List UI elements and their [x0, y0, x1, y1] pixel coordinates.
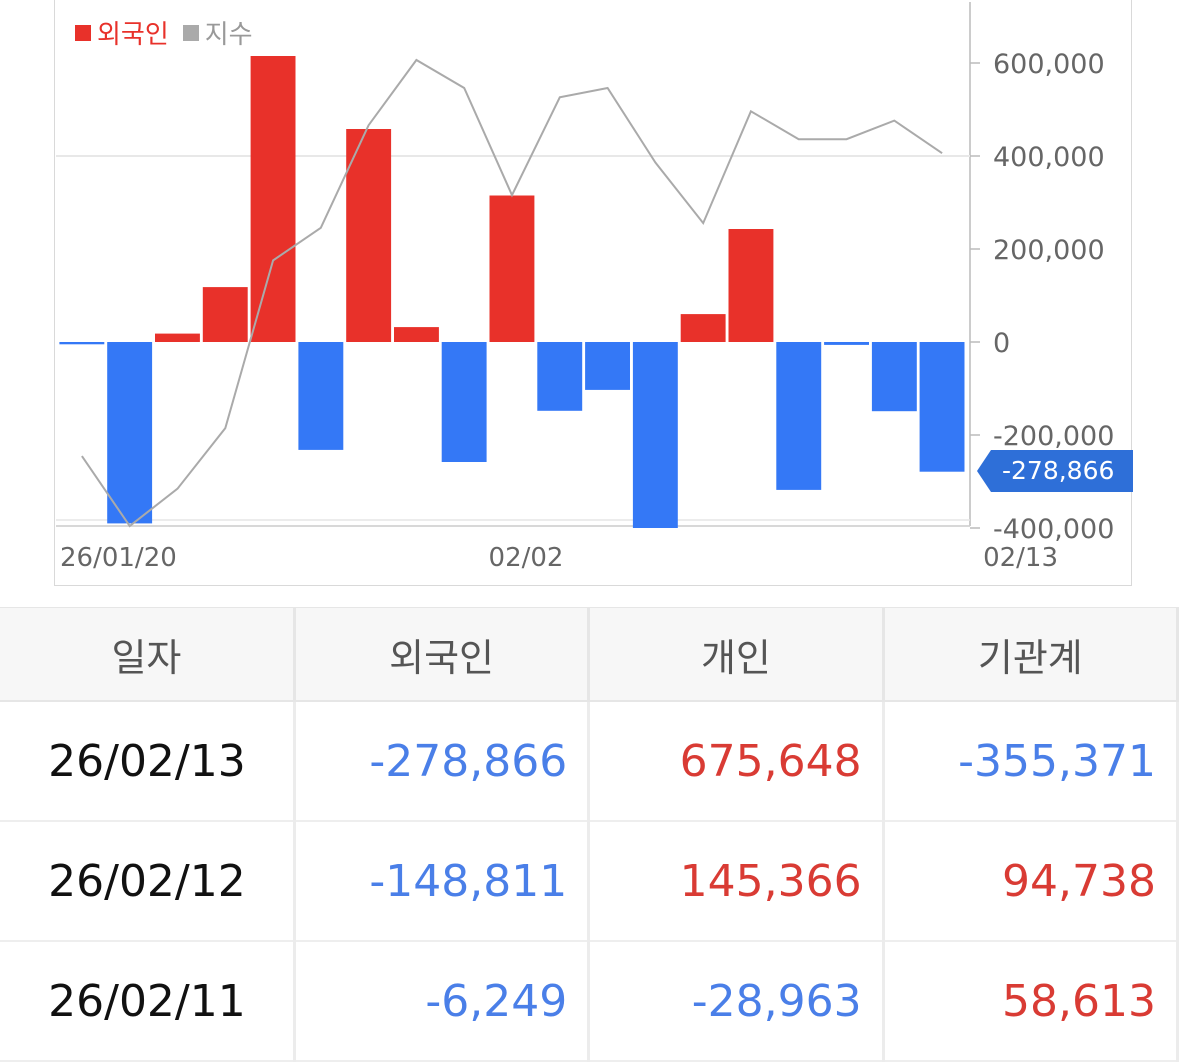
x-tick-label: 02/02 [489, 543, 564, 573]
y-tick-label: -200,000 [993, 421, 1114, 452]
table-row[interactable]: 26/02/11 -6,249 -28,963 58,613 [0, 941, 1179, 1062]
foreign-bar [489, 195, 535, 342]
x-tick-label: 02/13 [983, 543, 1058, 573]
y-tick-label: 0 [993, 328, 1010, 359]
cell-date: 26/02/11 [0, 941, 296, 1062]
cell-individual: -28,963 [588, 941, 885, 1062]
cell-institution: -355,371 [883, 701, 1179, 822]
table-row[interactable]: 26/02/13 -278,866 675,648 -355,371 [0, 701, 1179, 822]
header-date[interactable]: 일자 [0, 607, 296, 702]
foreign-bar [107, 342, 153, 524]
foreign-bar [298, 342, 344, 450]
cell-foreign: -278,866 [294, 701, 591, 822]
cell-individual: 145,366 [588, 821, 885, 942]
investor-flow-table: 일자 외국인 개인 기관계 26/02/13 -278,866 675,648 … [0, 607, 1179, 1062]
header-individual[interactable]: 개인 [588, 607, 885, 702]
foreign-bar [919, 342, 965, 472]
last-value-badge [977, 450, 1133, 492]
foreign-bar [250, 56, 296, 342]
x-tick-label: 26/01/20 [60, 543, 177, 573]
index-line [81, 58, 943, 528]
legend-item-index[interactable]: 지수 [182, 14, 253, 51]
foreign-bar [871, 342, 917, 412]
foreign-bar [155, 333, 200, 342]
foreign-bar [202, 287, 248, 342]
foreign-bar [680, 314, 726, 342]
foreign-bar [537, 342, 583, 411]
foreign-bar [728, 229, 774, 342]
legend-swatch-foreign [75, 24, 91, 41]
legend-item-foreign[interactable]: 외국인 [75, 14, 169, 51]
legend-label-index: 지수 [204, 20, 253, 50]
foreign-bar [776, 342, 822, 490]
foreign-bar [346, 129, 392, 342]
legend-label-foreign: 외국인 [97, 20, 169, 50]
legend-swatch-index [182, 24, 199, 41]
foreign-bar [441, 342, 487, 462]
cell-institution: 94,738 [883, 821, 1179, 942]
cell-date: 26/02/12 [0, 821, 296, 942]
table-row[interactable]: 26/02/12 -148,811 145,366 94,738 [0, 821, 1179, 942]
cell-institution: 58,613 [883, 941, 1179, 1062]
chart-legend: 외국인 지수 [75, 14, 267, 51]
header-foreign[interactable]: 외국인 [294, 607, 591, 702]
foreign-bar [394, 327, 439, 342]
table-header-row: 일자 외국인 개인 기관계 [0, 607, 1179, 702]
y-tick-label: 400,000 [993, 142, 1105, 173]
foreign-bar [824, 342, 869, 345]
cell-foreign: -148,811 [294, 821, 591, 942]
cell-date: 26/02/13 [0, 701, 296, 822]
header-institution[interactable]: 기관계 [883, 607, 1179, 702]
foreign-bar [632, 342, 678, 528]
investor-flow-chart: 600,000 400,000 200,000 0 -200,000 -400,000 26… [56, 2, 1114, 573]
y-tick-label: 600,000 [993, 49, 1105, 80]
cell-individual: 675,648 [588, 701, 885, 822]
cell-foreign: -6,249 [294, 941, 591, 1062]
foreign-bar [585, 342, 630, 390]
y-tick-label: 200,000 [993, 235, 1105, 266]
foreign-bar [59, 342, 105, 345]
y-tick-label: -400,000 [993, 514, 1114, 545]
last-value-label: -278,866 [1002, 456, 1115, 485]
